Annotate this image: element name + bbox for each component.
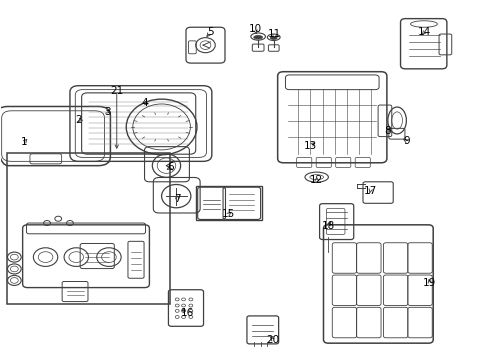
Text: 14: 14 xyxy=(417,27,430,36)
Text: 4: 4 xyxy=(141,98,147,108)
Text: 19: 19 xyxy=(422,278,435,288)
Bar xyxy=(6,153,169,304)
Text: 1: 1 xyxy=(21,138,27,147)
Text: 21: 21 xyxy=(110,86,123,96)
Text: 11: 11 xyxy=(267,30,281,39)
Text: 3: 3 xyxy=(103,107,110,117)
Text: 9: 9 xyxy=(403,136,409,146)
Text: 5: 5 xyxy=(206,27,213,37)
Text: 10: 10 xyxy=(248,24,261,35)
Text: 12: 12 xyxy=(309,175,323,185)
Bar xyxy=(195,186,261,220)
Text: 2: 2 xyxy=(75,115,82,125)
Text: 16: 16 xyxy=(180,308,193,318)
Text: 18: 18 xyxy=(321,221,334,231)
Text: 15: 15 xyxy=(222,209,235,219)
Text: 17: 17 xyxy=(363,186,376,196)
Text: 7: 7 xyxy=(174,194,180,204)
Text: 20: 20 xyxy=(265,334,279,345)
Text: 13: 13 xyxy=(303,141,316,151)
Text: 8: 8 xyxy=(383,126,390,135)
Ellipse shape xyxy=(270,37,277,40)
Text: 6: 6 xyxy=(167,162,173,172)
Ellipse shape xyxy=(253,36,262,39)
